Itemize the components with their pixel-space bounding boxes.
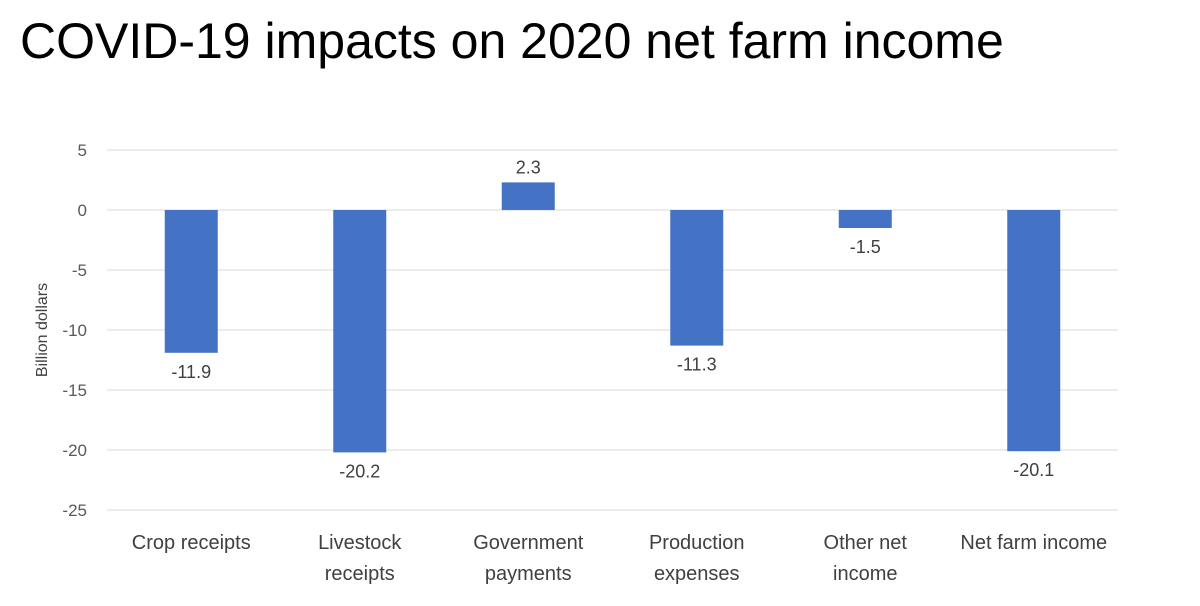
x-axis-categories: Crop receipts Livestock receipts Government… bbox=[132, 532, 1107, 585]
data-label: 2.3 bbox=[516, 157, 541, 177]
y-tick-label: 5 bbox=[78, 141, 87, 160]
y-tick-label: -25 bbox=[62, 501, 87, 520]
y-tick-label: -15 bbox=[62, 381, 87, 400]
data-label: -11.3 bbox=[677, 355, 717, 375]
x-category-label: payments bbox=[485, 563, 572, 585]
bar bbox=[501, 182, 555, 210]
data-labels: -11.9 -20.2 2.3 -11.3 -1.5 -20.1 bbox=[171, 157, 1054, 481]
data-label: -1.5 bbox=[850, 237, 881, 257]
x-category-label: Other net bbox=[824, 532, 908, 554]
y-tick-label: -20 bbox=[62, 441, 87, 460]
data-label: -20.2 bbox=[339, 461, 380, 481]
data-label: -20.1 bbox=[1013, 460, 1054, 480]
bars bbox=[164, 182, 1061, 453]
bar bbox=[164, 210, 218, 353]
bar bbox=[333, 210, 387, 453]
slide-title: COVID-19 impacts on 2020 net farm income bbox=[20, 13, 1004, 69]
x-category-label: income bbox=[833, 563, 897, 585]
x-category-label: Crop receipts bbox=[132, 532, 251, 554]
x-category-label: expenses bbox=[654, 563, 740, 585]
bar bbox=[838, 210, 892, 228]
x-category-label: receipts bbox=[325, 563, 395, 585]
gridlines bbox=[107, 149, 1118, 511]
data-label: -11.9 bbox=[171, 362, 211, 382]
y-axis-ticks: 5 0 -5 -10 -15 -20 -25 bbox=[62, 141, 87, 520]
y-tick-label: -5 bbox=[72, 261, 87, 280]
y-tick-label: -10 bbox=[62, 321, 87, 340]
y-tick-label: 0 bbox=[78, 201, 87, 220]
x-category-label: Net farm income bbox=[960, 532, 1107, 554]
x-category-label: Government bbox=[473, 532, 583, 554]
x-category-label: Livestock bbox=[318, 532, 402, 554]
x-category-label: Production bbox=[649, 532, 745, 554]
bar bbox=[1007, 210, 1061, 452]
bar bbox=[670, 210, 724, 346]
y-axis-title: Billion dollars bbox=[34, 283, 51, 377]
